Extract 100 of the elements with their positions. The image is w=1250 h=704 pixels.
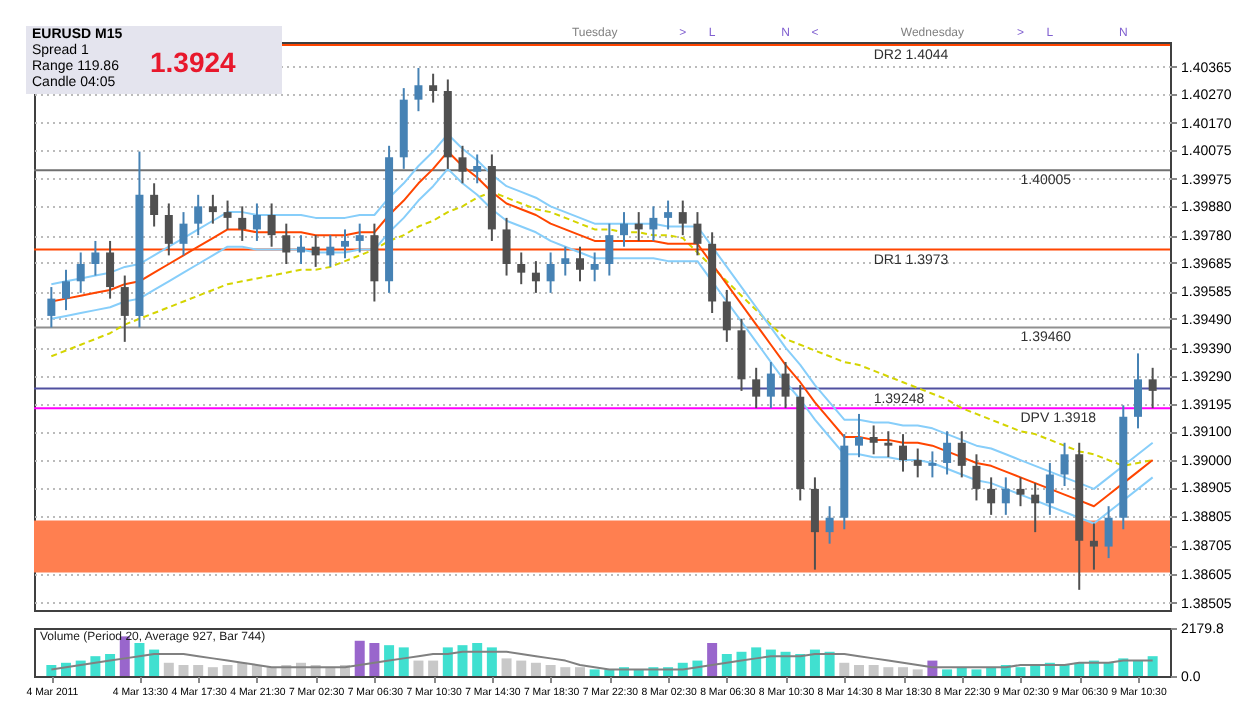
candlestick bbox=[620, 211, 629, 248]
bar bbox=[369, 642, 380, 676]
bar bbox=[251, 664, 262, 676]
candlestick bbox=[194, 193, 203, 237]
candlestick bbox=[458, 144, 467, 185]
candlestick bbox=[590, 251, 599, 283]
candlestick bbox=[355, 222, 364, 254]
bar bbox=[839, 662, 850, 676]
bar bbox=[574, 667, 585, 676]
candlestick bbox=[972, 453, 981, 502]
bar bbox=[354, 640, 365, 676]
candlestick bbox=[752, 366, 761, 410]
bar bbox=[516, 660, 527, 676]
candlestick bbox=[957, 430, 966, 479]
candlestick bbox=[869, 424, 878, 456]
candlestick bbox=[179, 211, 188, 257]
candlestick bbox=[223, 199, 232, 231]
bar bbox=[971, 669, 982, 676]
candlestick bbox=[987, 476, 996, 516]
candlestick bbox=[825, 505, 834, 545]
candlestick bbox=[1045, 461, 1054, 516]
bar bbox=[1030, 664, 1041, 676]
candlestick bbox=[164, 202, 173, 257]
candlestick bbox=[341, 228, 350, 260]
candlestick bbox=[649, 205, 658, 242]
bar bbox=[193, 664, 204, 676]
bar bbox=[560, 667, 571, 676]
bar bbox=[163, 662, 174, 676]
bar bbox=[589, 669, 600, 676]
candlestick bbox=[326, 234, 335, 268]
candlestick bbox=[605, 222, 614, 277]
bar bbox=[134, 642, 145, 676]
candlestick bbox=[502, 216, 511, 277]
annotation: 1.3924 bbox=[150, 46, 236, 78]
candlestick bbox=[913, 447, 922, 479]
candlestick bbox=[561, 245, 570, 277]
candlestick bbox=[120, 274, 129, 343]
bar bbox=[1147, 656, 1158, 676]
bar bbox=[90, 656, 101, 676]
candlestick bbox=[531, 260, 540, 294]
bar bbox=[105, 653, 116, 676]
bar bbox=[222, 664, 233, 676]
candlestick bbox=[664, 199, 673, 231]
candlestick bbox=[928, 450, 937, 479]
bar bbox=[780, 651, 791, 676]
candlestick bbox=[91, 239, 100, 277]
bar bbox=[942, 669, 953, 676]
bar bbox=[721, 653, 732, 676]
candlestick bbox=[1104, 505, 1113, 560]
candlestick bbox=[899, 433, 908, 473]
bar bbox=[765, 649, 776, 676]
candlestick bbox=[62, 268, 71, 312]
bar bbox=[384, 645, 395, 676]
bar bbox=[119, 636, 130, 676]
candlestick bbox=[1060, 441, 1069, 488]
line-series bbox=[50, 650, 1154, 671]
bar bbox=[237, 662, 248, 676]
candlestick bbox=[1031, 482, 1040, 534]
candlestick bbox=[693, 211, 702, 257]
bar bbox=[428, 660, 439, 676]
bar bbox=[853, 664, 864, 676]
line-series bbox=[50, 190, 1154, 467]
bar bbox=[1074, 662, 1085, 676]
bar bbox=[178, 664, 189, 676]
bar bbox=[472, 642, 483, 676]
bar bbox=[1132, 660, 1143, 676]
candlestick bbox=[208, 193, 217, 225]
bar bbox=[912, 669, 923, 676]
candlestick bbox=[943, 430, 952, 476]
candlestick bbox=[722, 288, 731, 343]
candlestick bbox=[252, 202, 261, 242]
candlestick bbox=[47, 286, 56, 329]
candlestick bbox=[429, 72, 438, 104]
candlestick bbox=[678, 199, 687, 237]
candlestick bbox=[1001, 476, 1010, 516]
bar bbox=[207, 667, 218, 676]
candlestick bbox=[781, 361, 790, 410]
candlestick bbox=[267, 202, 276, 248]
candlestick bbox=[517, 251, 526, 286]
bar bbox=[398, 647, 409, 676]
bar bbox=[545, 664, 556, 676]
candlestick bbox=[106, 239, 115, 300]
candlestick bbox=[854, 412, 863, 459]
bar bbox=[413, 660, 424, 676]
candlestick bbox=[282, 222, 291, 266]
bar bbox=[824, 651, 835, 676]
bar bbox=[530, 662, 541, 676]
bar bbox=[486, 647, 497, 676]
bar bbox=[751, 647, 762, 676]
bar bbox=[442, 647, 453, 676]
bar bbox=[868, 664, 879, 676]
candlestick bbox=[884, 430, 893, 459]
bar bbox=[1015, 667, 1026, 676]
bar bbox=[707, 642, 718, 676]
candlestick bbox=[1089, 522, 1098, 571]
bar bbox=[457, 645, 468, 676]
candlestick bbox=[1148, 366, 1157, 410]
candlestick bbox=[311, 234, 320, 268]
candlestick bbox=[414, 66, 423, 113]
candlestick bbox=[150, 182, 159, 228]
